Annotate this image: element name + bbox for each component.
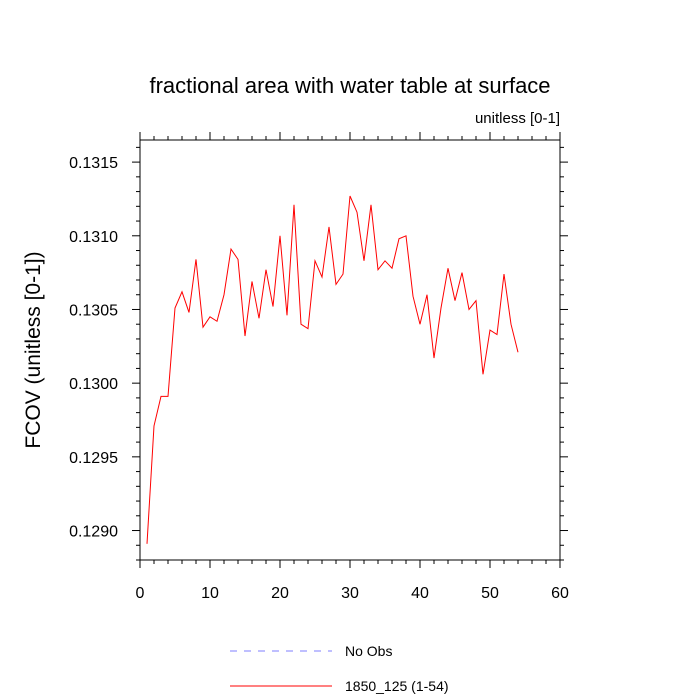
x-tick-label: 20 bbox=[271, 585, 289, 602]
data-series bbox=[146, 195, 519, 544]
x-tick-label: 50 bbox=[481, 585, 499, 602]
y-tick-label: 0.1305 bbox=[69, 302, 118, 319]
x-tick-label: 40 bbox=[411, 585, 429, 602]
y-tick-label: 0.1295 bbox=[69, 450, 118, 467]
y-axis-label: FCOV (unitless [0-1]) bbox=[22, 251, 45, 448]
x-tick-label: 60 bbox=[551, 585, 569, 602]
y-tick-label: 0.1290 bbox=[69, 524, 118, 541]
plot-frame bbox=[139, 139, 561, 561]
legend-label: 1850_125 (1-54) bbox=[345, 678, 449, 694]
units-label: unitless [0-1] bbox=[475, 110, 560, 127]
y-tick-label: 0.1300 bbox=[69, 376, 118, 393]
series-line-1 bbox=[146, 195, 519, 544]
x-tick-label: 0 bbox=[136, 585, 145, 602]
y-tick-label: 0.1315 bbox=[69, 155, 118, 172]
x-tick-label: 10 bbox=[201, 585, 219, 602]
x-tick-label: 30 bbox=[341, 585, 359, 602]
axis-ticks: 0 10 20 30 40 50 60 0.1290 0.1295 0.1300 0.1305 0.1… bbox=[69, 132, 569, 602]
y-tick-label: 0.1310 bbox=[69, 229, 118, 246]
legend: No Obs 1850_125 (1-54) bbox=[230, 643, 449, 694]
legend-label: No Obs bbox=[345, 643, 392, 659]
chart-title: fractional area with water table at surf… bbox=[149, 73, 550, 98]
